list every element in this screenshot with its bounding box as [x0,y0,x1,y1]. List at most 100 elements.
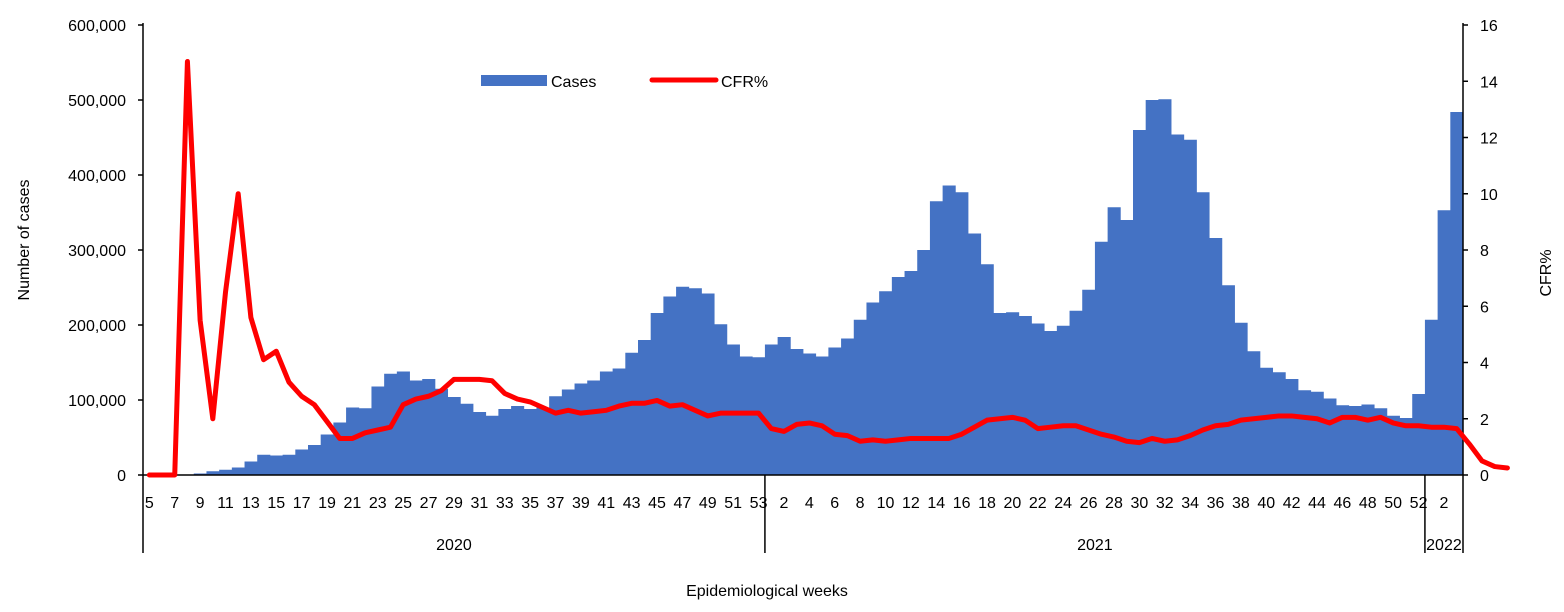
legend: Cases CFR% [481,74,768,91]
cases-bar [1183,139,1197,475]
cases-bar [1006,312,1020,475]
cases-bar [1031,323,1045,475]
cases-bar [1120,220,1134,475]
legend-cases-label: Cases [551,74,596,91]
week-tick-label: 22 [1029,495,1047,512]
cases-bar [625,352,639,475]
week-tick-label: 25 [394,495,412,512]
cases-bar [1437,210,1451,475]
week-tick-label: 13 [242,495,260,512]
cases-bar [358,408,372,475]
week-tick-label: 27 [420,495,438,512]
cases-bar [701,293,715,475]
cases-bar [1285,379,1299,475]
week-tick-label: 24 [1054,495,1072,512]
cases-bar [688,288,702,475]
cases-bar [523,409,537,475]
cases-bar [536,407,550,475]
week-tick-label: 43 [623,495,641,512]
cases-bar [460,403,474,475]
right-tick-label: 14 [1480,74,1498,91]
cases-bar [968,233,982,475]
cases-bar [231,467,245,475]
week-tick-label: 4 [805,495,814,512]
right-tick-label: 12 [1480,131,1498,148]
cases-bar [434,388,449,475]
week-tick-label: 15 [267,495,285,512]
cases-bar [447,397,461,475]
cases-bar [295,449,309,475]
week-tick-label: 2 [780,495,789,512]
week-tick-label: 5 [145,495,154,512]
cases-bar [473,412,487,475]
year-label: 2021 [1077,537,1113,554]
cases-bars [181,99,1464,476]
cases-bar [1145,100,1159,475]
week-tick-label: 52 [1410,495,1428,512]
cases-bar [714,324,728,475]
week-tick-label: 32 [1156,495,1174,512]
cases-bar [1044,331,1058,475]
cases-bar [1069,310,1083,475]
year-label: 2020 [436,537,472,554]
week-tick-label: 30 [1130,495,1148,512]
cases-bar [1171,134,1185,475]
cases-bar [244,461,258,475]
cases-bar [1412,394,1426,475]
week-tick-label: 36 [1207,495,1225,512]
week-tick-label: 49 [699,495,717,512]
cases-bar [257,454,271,475]
week-tick-label: 2 [1440,495,1449,512]
week-tick-label: 33 [496,495,514,512]
cases-bar [1374,408,1388,475]
week-tick-label: 48 [1359,495,1377,512]
cases-bar [346,407,360,475]
week-tick-label: 51 [724,495,742,512]
cases-bar [1298,390,1312,475]
cases-bar [422,379,436,475]
cases-bar [1450,112,1464,475]
cases-bar [409,380,423,475]
week-tick-label: 12 [902,495,920,512]
cases-bar [1133,130,1147,475]
left-y-ticks: 0 100,000 200,000 300,000 400,000 500,000 600,… [68,18,143,485]
right-tick-label: 8 [1480,243,1489,260]
week-tick-label: 45 [648,495,666,512]
cases-bar [485,415,499,475]
week-tick-label: 35 [521,495,539,512]
left-tick-label: 0 [117,468,126,485]
year-groups: 2020 2021 2022 [142,475,1464,554]
week-tick-label: 19 [318,495,336,512]
cases-bar [574,383,588,475]
cases-bar [904,271,918,475]
cases-bar [219,469,233,475]
week-tick-label: 14 [927,495,945,512]
cases-bar [587,380,601,475]
cases-bar [599,371,614,475]
cases-bar [1247,351,1261,475]
week-tick-label: 16 [953,495,971,512]
cases-bar [955,192,969,475]
week-tick-label: 6 [830,495,839,512]
cases-bar [1234,322,1248,475]
week-tick-label: 18 [978,495,996,512]
right-tick-label: 2 [1480,412,1489,429]
year-label: 2022 [1426,537,1462,554]
week-tick-label: 26 [1080,495,1098,512]
right-tick-label: 16 [1480,18,1498,35]
cases-bar [1310,391,1324,475]
week-tick-label: 21 [344,495,362,512]
week-tick-label: 42 [1283,495,1301,512]
cases-bar [1272,372,1286,475]
week-tick-label: 7 [170,495,179,512]
legend-cases-swatch [481,75,547,86]
cases-bar [308,445,322,475]
cases-bar [638,340,652,475]
left-tick-label: 400,000 [68,168,126,185]
cases-bar [1336,405,1350,475]
left-tick-label: 500,000 [68,93,126,110]
cases-bar [1323,398,1337,475]
cases-bar [320,434,334,475]
left-tick-label: 200,000 [68,318,126,335]
cases-bar [815,356,829,475]
